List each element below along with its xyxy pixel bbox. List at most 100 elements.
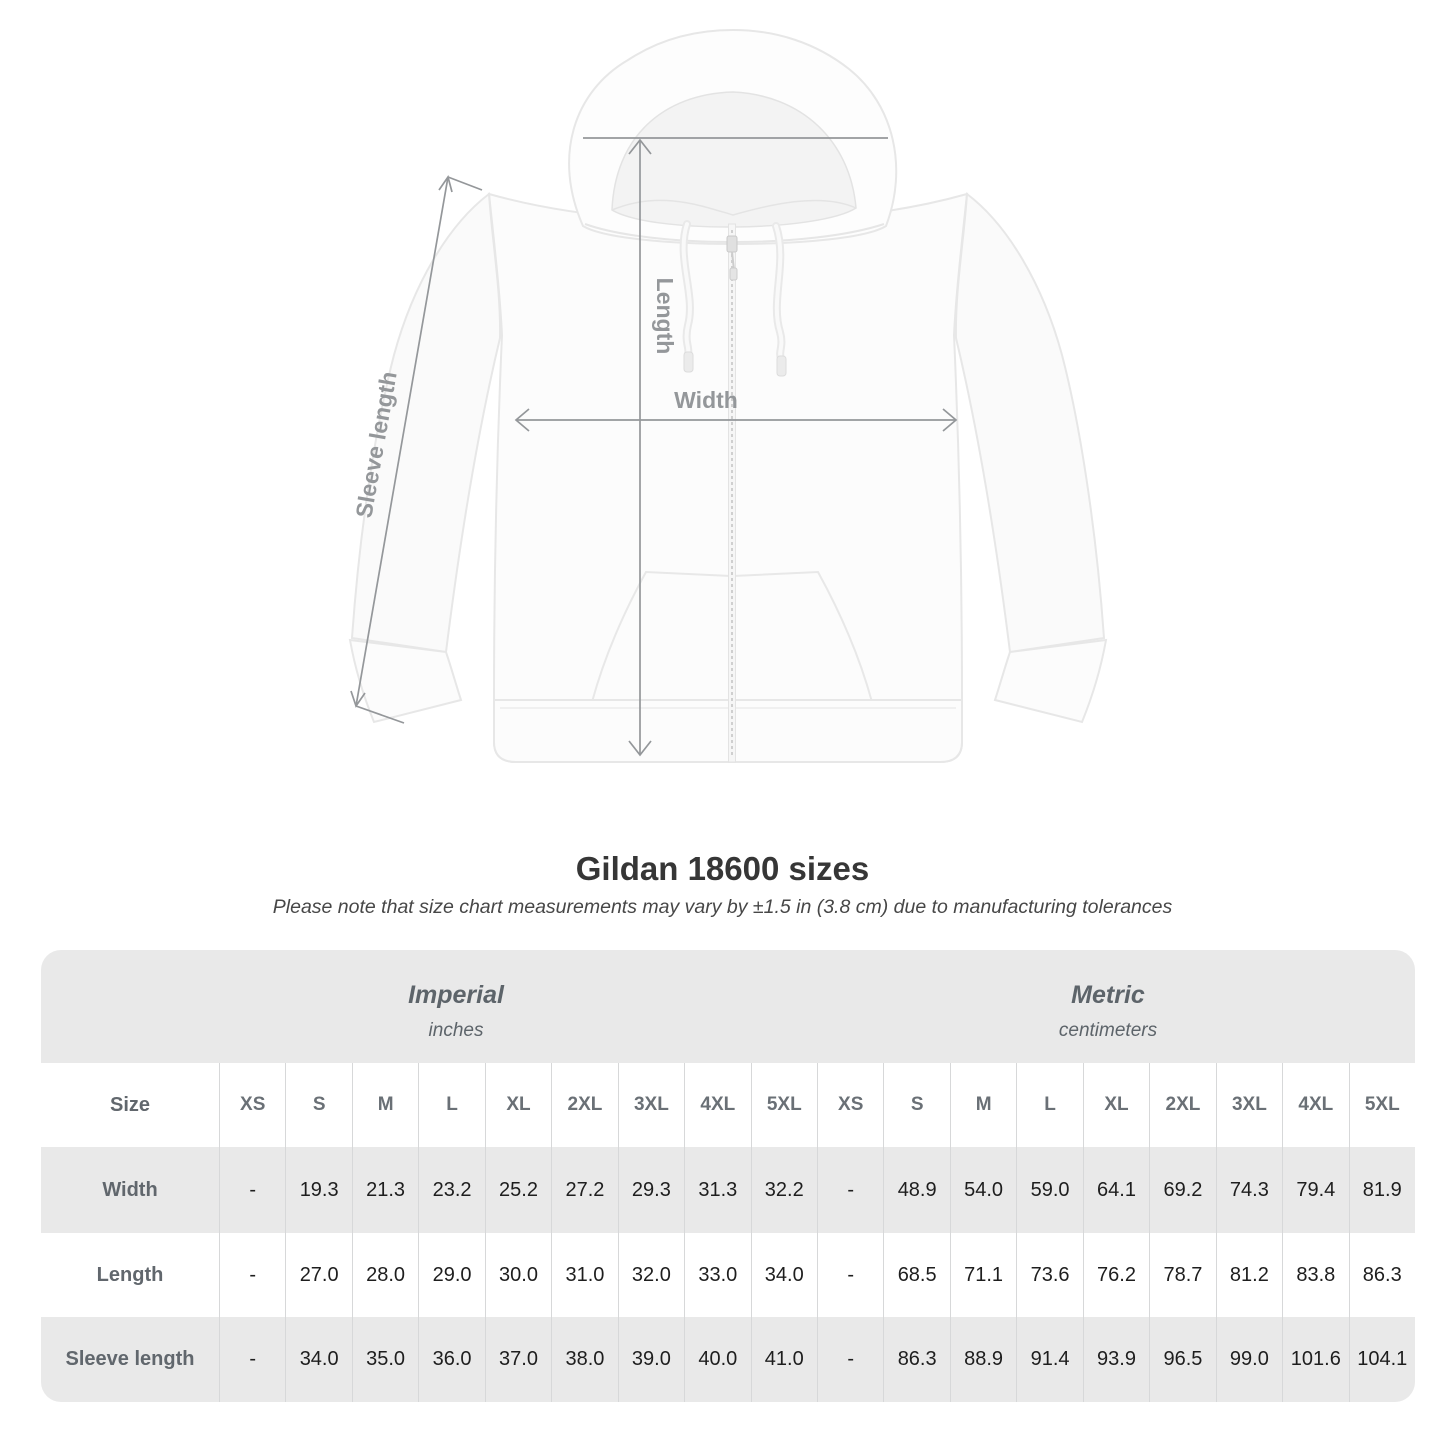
measurement-value-cell: 104.1 bbox=[1348, 1317, 1415, 1402]
hoodie-illustration bbox=[348, 28, 1108, 763]
measurement-value-cell: 68.5 bbox=[883, 1233, 949, 1317]
measurement-value-cell: 34.0 bbox=[285, 1317, 351, 1402]
measurement-value-cell: 27.2 bbox=[551, 1147, 617, 1233]
measurement-value-cell: 81.2 bbox=[1215, 1233, 1282, 1317]
measurement-value-cell: 83.8 bbox=[1282, 1233, 1348, 1317]
hoodie-right-cuff bbox=[993, 638, 1108, 724]
width-measure-label: Width bbox=[674, 387, 738, 413]
measurement-value-cell: 71.1 bbox=[949, 1233, 1016, 1317]
size-column-header: M bbox=[949, 1063, 1016, 1147]
measurement-value-cell: 86.3 bbox=[883, 1317, 949, 1402]
length-measure-label: Length bbox=[652, 278, 678, 355]
size-column-header: XS bbox=[219, 1063, 285, 1147]
size-column-header: 2XL bbox=[1149, 1063, 1215, 1147]
zipper-slider bbox=[726, 235, 738, 253]
measurement-value-cell: 79.4 bbox=[1282, 1147, 1348, 1233]
measurement-value-cell: 48.9 bbox=[883, 1147, 949, 1233]
measurement-value-cell: - bbox=[219, 1233, 285, 1317]
hoodie-left-cuff bbox=[348, 638, 463, 724]
measurement-value-cell: - bbox=[816, 1147, 883, 1233]
measurement-value-cell: 28.0 bbox=[351, 1233, 418, 1317]
size-table: Imperial inches Metric centimeters Size X… bbox=[41, 950, 1415, 1402]
measurement-value-cell: - bbox=[219, 1147, 285, 1233]
metric-group-header: Metric centimeters bbox=[817, 950, 1415, 1063]
measurement-value-cell: 59.0 bbox=[1016, 1147, 1082, 1233]
measurement-value-cell: 64.1 bbox=[1082, 1147, 1149, 1233]
measurement-value-cell: 101.6 bbox=[1282, 1317, 1348, 1402]
sleeve-length-arrow bbox=[350, 175, 483, 724]
measurement-value-cell: 74.3 bbox=[1215, 1147, 1282, 1233]
measurement-value-cell: 31.0 bbox=[551, 1233, 617, 1317]
measurement-row-label: Width bbox=[102, 1178, 158, 1201]
measurement-value-cell: 29.3 bbox=[617, 1147, 684, 1233]
measurement-value-cell: 32.0 bbox=[617, 1233, 684, 1317]
measurement-value-cell: 32.2 bbox=[750, 1147, 817, 1233]
measurement-value-cell: 31.3 bbox=[684, 1147, 750, 1233]
size-column-header: 2XL bbox=[551, 1063, 617, 1147]
hoodie-measurement-diagram: Length Width Sleeve length bbox=[348, 28, 1108, 763]
table-row: Length -27.0 28.0 29.0 30.0 31.0 32.0 33.0 34.0-… bbox=[41, 1233, 1415, 1317]
measurement-value-cell: 88.9 bbox=[949, 1317, 1016, 1402]
zipper-tape bbox=[728, 223, 736, 763]
size-column-header: S bbox=[285, 1063, 351, 1147]
measurement-value-cell: 19.3 bbox=[285, 1147, 351, 1233]
table-row: Sleeve length -34.0 35.0 36.0 37.0 38.0 39.0 40… bbox=[41, 1317, 1415, 1402]
size-header-label: Size bbox=[109, 1093, 151, 1116]
measurement-value-cell: - bbox=[816, 1233, 883, 1317]
hood-drape-line bbox=[611, 199, 857, 216]
size-column-header: 4XL bbox=[1282, 1063, 1348, 1147]
measurement-value-cell: 54.0 bbox=[949, 1147, 1016, 1233]
measurement-value-cell: 73.6 bbox=[1016, 1233, 1082, 1317]
table-row: Size XS S M L XL 2XL 3XL 4XL 5XL XS S M L XL 2XL 3XL 4XL 5… bbox=[41, 1063, 1415, 1147]
size-column-header: XL bbox=[484, 1063, 551, 1147]
size-column-header: XS bbox=[816, 1063, 883, 1147]
unit-group-header: Imperial inches Metric centimeters bbox=[41, 950, 1415, 1063]
size-column-header: M bbox=[351, 1063, 418, 1147]
measurement-row-label: Sleeve length bbox=[65, 1348, 195, 1370]
metric-group-unit: centimeters bbox=[1058, 1019, 1158, 1041]
measurement-value-cell: 29.0 bbox=[418, 1233, 484, 1317]
measurement-value-cell: 78.7 bbox=[1149, 1233, 1215, 1317]
size-column-header: L bbox=[418, 1063, 484, 1147]
size-column-header: 4XL bbox=[684, 1063, 750, 1147]
page-subtitle: Please note that size chart measurements… bbox=[272, 896, 1173, 918]
measurement-value-cell: 91.4 bbox=[1016, 1317, 1082, 1402]
measurement-value-cell: - bbox=[816, 1317, 883, 1402]
measurement-value-cell: 33.0 bbox=[684, 1233, 750, 1317]
zipper-pull-tab bbox=[729, 267, 738, 281]
table-row: Width -19.3 21.3 23.2 25.2 27.2 29.3 31.3 32.2-4… bbox=[41, 1147, 1415, 1233]
measurement-value-cell: 38.0 bbox=[551, 1317, 617, 1402]
measurement-value-cell: 69.2 bbox=[1149, 1147, 1215, 1233]
measurement-value-cell: 27.0 bbox=[285, 1233, 351, 1317]
size-column-header: 3XL bbox=[1215, 1063, 1282, 1147]
measurement-value-cell: 96.5 bbox=[1149, 1317, 1215, 1402]
measurement-value-cell: 76.2 bbox=[1082, 1233, 1149, 1317]
measurement-value-cell: 81.9 bbox=[1348, 1147, 1415, 1233]
measurement-overlay bbox=[350, 137, 958, 757]
width-arrow bbox=[514, 408, 958, 432]
metric-group-name: Metric bbox=[1071, 980, 1145, 1009]
measurement-value-cell: 39.0 bbox=[617, 1317, 684, 1402]
right-drawstring bbox=[772, 222, 787, 377]
size-column-header: 5XL bbox=[1348, 1063, 1415, 1147]
zipper-pull-cord bbox=[731, 251, 735, 271]
measurement-value-cell: - bbox=[219, 1317, 285, 1402]
imperial-group-header: Imperial inches bbox=[41, 950, 817, 1063]
measurement-value-cell: 41.0 bbox=[750, 1317, 817, 1402]
measurement-value-cell: 23.2 bbox=[418, 1147, 484, 1233]
measurement-value-cell: 21.3 bbox=[351, 1147, 418, 1233]
size-column-header: XL bbox=[1082, 1063, 1149, 1147]
measurement-value-cell: 30.0 bbox=[484, 1233, 551, 1317]
measurement-value-cell: 99.0 bbox=[1215, 1317, 1282, 1402]
measurement-value-cell: 86.3 bbox=[1348, 1233, 1415, 1317]
page-title: Gildan 18600 sizes bbox=[575, 850, 870, 887]
hood-lining bbox=[611, 91, 857, 228]
size-column-header: L bbox=[1016, 1063, 1082, 1147]
measurement-value-cell: 35.0 bbox=[351, 1317, 418, 1402]
imperial-group-unit: inches bbox=[428, 1019, 484, 1041]
length-arrow bbox=[628, 138, 652, 757]
measurement-value-cell: 36.0 bbox=[418, 1317, 484, 1402]
measurement-row-label: Length bbox=[96, 1263, 164, 1286]
size-column-header: S bbox=[883, 1063, 949, 1147]
measurement-value-cell: 34.0 bbox=[750, 1233, 817, 1317]
